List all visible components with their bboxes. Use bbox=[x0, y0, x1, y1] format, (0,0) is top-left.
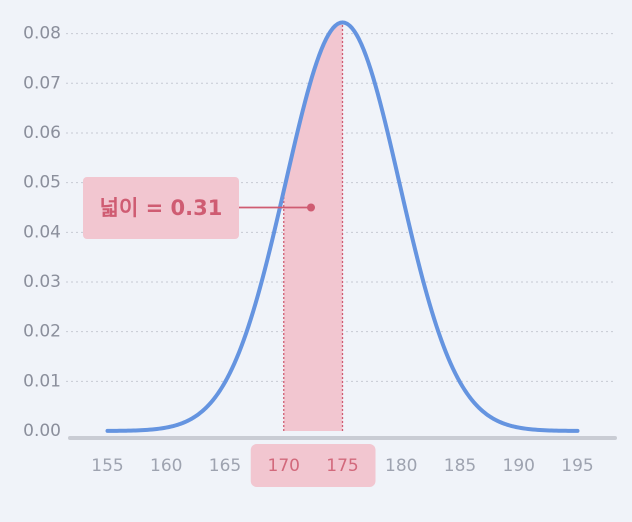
x-tick-label: 170 bbox=[268, 456, 300, 476]
x-tick-label: 190 bbox=[503, 456, 535, 476]
area-label: 넓이 = 0.31 bbox=[100, 196, 223, 220]
x-tick-label: 160 bbox=[150, 456, 182, 476]
x-axis: 155 160 165 170 175 180 185 190 195 bbox=[91, 456, 593, 476]
x-tick-label: 180 bbox=[385, 456, 417, 476]
callout-dot bbox=[307, 203, 315, 212]
y-tick-label: 0.06 bbox=[23, 123, 61, 143]
callout-box bbox=[83, 177, 239, 239]
highlighted-area bbox=[283, 22, 343, 432]
area-callout: 넓이 = 0.31 bbox=[83, 177, 315, 239]
y-tick-label: 0.05 bbox=[23, 173, 61, 193]
x-tick-label: 165 bbox=[209, 456, 241, 476]
y-tick-label: 0.04 bbox=[23, 222, 61, 242]
y-tick-label: 0.08 bbox=[23, 24, 61, 44]
x-tick-label: 195 bbox=[561, 456, 593, 476]
y-tick-label: 0.00 bbox=[23, 421, 61, 441]
y-axis: 0.00 0.01 0.02 0.03 0.04 0.05 0.06 0.07 0.08 bbox=[23, 24, 61, 441]
y-tick-label: 0.07 bbox=[23, 73, 61, 93]
y-tick-label: 0.01 bbox=[23, 371, 61, 391]
y-tick-label: 0.02 bbox=[23, 322, 61, 342]
density-curve bbox=[105, 20, 580, 433]
y-tick-label: 0.03 bbox=[23, 272, 61, 292]
x-tick-label: 155 bbox=[91, 456, 123, 476]
x-tick-label: 185 bbox=[444, 456, 476, 476]
x-tick-label: 175 bbox=[326, 456, 358, 476]
x-highlight-range-box bbox=[250, 444, 376, 487]
